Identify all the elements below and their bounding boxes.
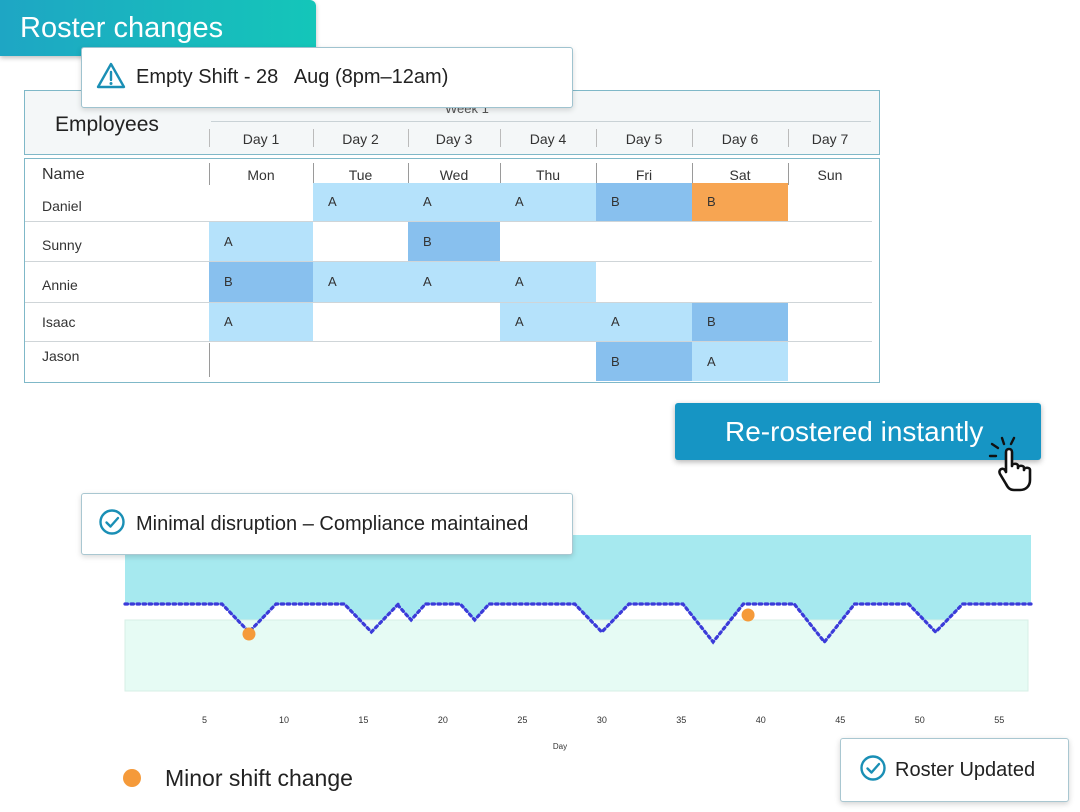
weekday-separator (209, 163, 210, 185)
roster-changes-badge: Roster changes (0, 0, 316, 56)
day-separator (788, 129, 789, 147)
roster-updated-card: Roster Updated (840, 738, 1069, 802)
x-tick-label: 35 (676, 715, 686, 725)
roster-changes-title: Roster changes (20, 12, 224, 44)
x-tick-label: 20 (438, 715, 448, 725)
x-tick-label: 40 (756, 715, 766, 725)
row-divider (25, 221, 872, 222)
shift-cell[interactable]: A (209, 303, 313, 341)
name-column-header: Name (42, 166, 85, 183)
row-divider (25, 302, 872, 303)
x-tick-label: 50 (915, 715, 925, 725)
weekday-separator (408, 163, 409, 185)
empty-shift-alert[interactable]: Empty Shift - 28 Aug (8pm–12am) (81, 47, 573, 108)
day-separator (313, 129, 314, 147)
x-tick-label: 55 (994, 715, 1004, 725)
row-divider (25, 341, 872, 342)
employee-name: Daniel (42, 198, 82, 214)
weekday-header: Wed (439, 167, 469, 183)
x-tick-label: 25 (517, 715, 527, 725)
shift-change-marker (741, 608, 755, 622)
empty-shift-text: Empty Shift - 28 Aug (8pm–12am) (136, 66, 449, 88)
shift-cell[interactable]: A (313, 183, 408, 221)
day-separator (596, 129, 597, 147)
shift-cell[interactable]: A (692, 342, 788, 381)
shift-cell[interactable]: A (408, 183, 500, 221)
day-separator (209, 129, 210, 147)
coverage-line (123, 602, 1033, 645)
day-header: Day 7 (811, 131, 849, 147)
shift-cell[interactable]: B (408, 222, 500, 261)
x-tick-label: 10 (279, 715, 289, 725)
weekday-separator (692, 163, 693, 185)
check-circle-icon (98, 508, 126, 541)
day-separator (692, 129, 693, 147)
day-separator (408, 129, 409, 147)
row-divider (25, 261, 872, 262)
weekday-header: Thu (535, 167, 561, 183)
hand-pointer-click-icon (988, 436, 1032, 492)
shift-cell[interactable]: B (596, 342, 692, 381)
day-header: Day 5 (625, 131, 663, 147)
weekday-header: Tue (348, 167, 373, 183)
legend-marker-dot (123, 769, 141, 787)
employee-name: Jason (42, 348, 80, 364)
weekday-header: Sun (817, 167, 843, 183)
x-tick-label: 5 (202, 715, 207, 725)
weekday-header: Sat (729, 167, 751, 183)
check-circle-icon (859, 754, 887, 787)
re-rostered-label: Re-rostered instantly (725, 416, 984, 447)
shift-cell[interactable]: A (313, 262, 408, 302)
weekday-separator (788, 163, 789, 185)
day-header: Day 3 (435, 131, 473, 147)
shift-cell[interactable]: B (209, 262, 313, 302)
employee-name: Annie (42, 277, 78, 293)
employees-label: Employees (55, 113, 159, 136)
name-divider (209, 343, 210, 377)
shift-cell[interactable]: A (500, 183, 596, 221)
chart-legend: Minor shift change (123, 762, 353, 794)
day-header: Day 4 (529, 131, 567, 147)
lower-band-area (124, 619, 1029, 692)
day-separator (500, 129, 501, 147)
employee-name: Isaac (42, 314, 76, 330)
employee-name: Sunny (42, 237, 82, 253)
roster-table: Name Mon Tue Wed Thu Fri Sat Sun Daniel A A A B B Sunn… (24, 158, 880, 383)
week-divider (211, 121, 871, 122)
weekday-header: Mon (247, 167, 275, 183)
warning-icon (96, 61, 126, 94)
x-tick-label: 30 (597, 715, 607, 725)
x-tick-label: 45 (835, 715, 845, 725)
re-rostered-button[interactable]: Re-rostered instantly (675, 403, 1041, 460)
disruption-chart: 5 10 15 20 25 30 35 40 45 50 55 Day (123, 535, 1033, 751)
x-axis-label: Day (553, 742, 567, 751)
roster-updated-text: Roster Updated (895, 758, 1036, 781)
compliance-text: Minimal disruption – Compliance maintain… (136, 512, 529, 535)
shift-cell[interactable]: B (692, 303, 788, 341)
weekday-header: Fri (635, 167, 653, 183)
shift-cell[interactable]: A (408, 262, 500, 302)
shift-cell[interactable]: A (500, 262, 596, 302)
shift-cell[interactable]: A (209, 222, 313, 261)
shift-cell[interactable]: B (596, 183, 692, 221)
shift-cell[interactable]: B (692, 183, 788, 221)
x-tick-label: 15 (358, 715, 368, 725)
weekday-separator (313, 163, 314, 185)
day-header: Day 6 (721, 131, 759, 147)
shift-change-marker (242, 627, 256, 641)
shift-cell[interactable]: A (500, 303, 596, 341)
compliance-card: Minimal disruption – Compliance maintain… (81, 493, 573, 555)
day-header: Day 2 (342, 131, 379, 147)
weekday-separator (596, 163, 597, 185)
legend-label: Minor shift change (165, 764, 353, 791)
shift-cell[interactable]: A (596, 303, 692, 341)
weekday-separator (500, 163, 501, 185)
day-header: Day 1 (242, 131, 280, 147)
